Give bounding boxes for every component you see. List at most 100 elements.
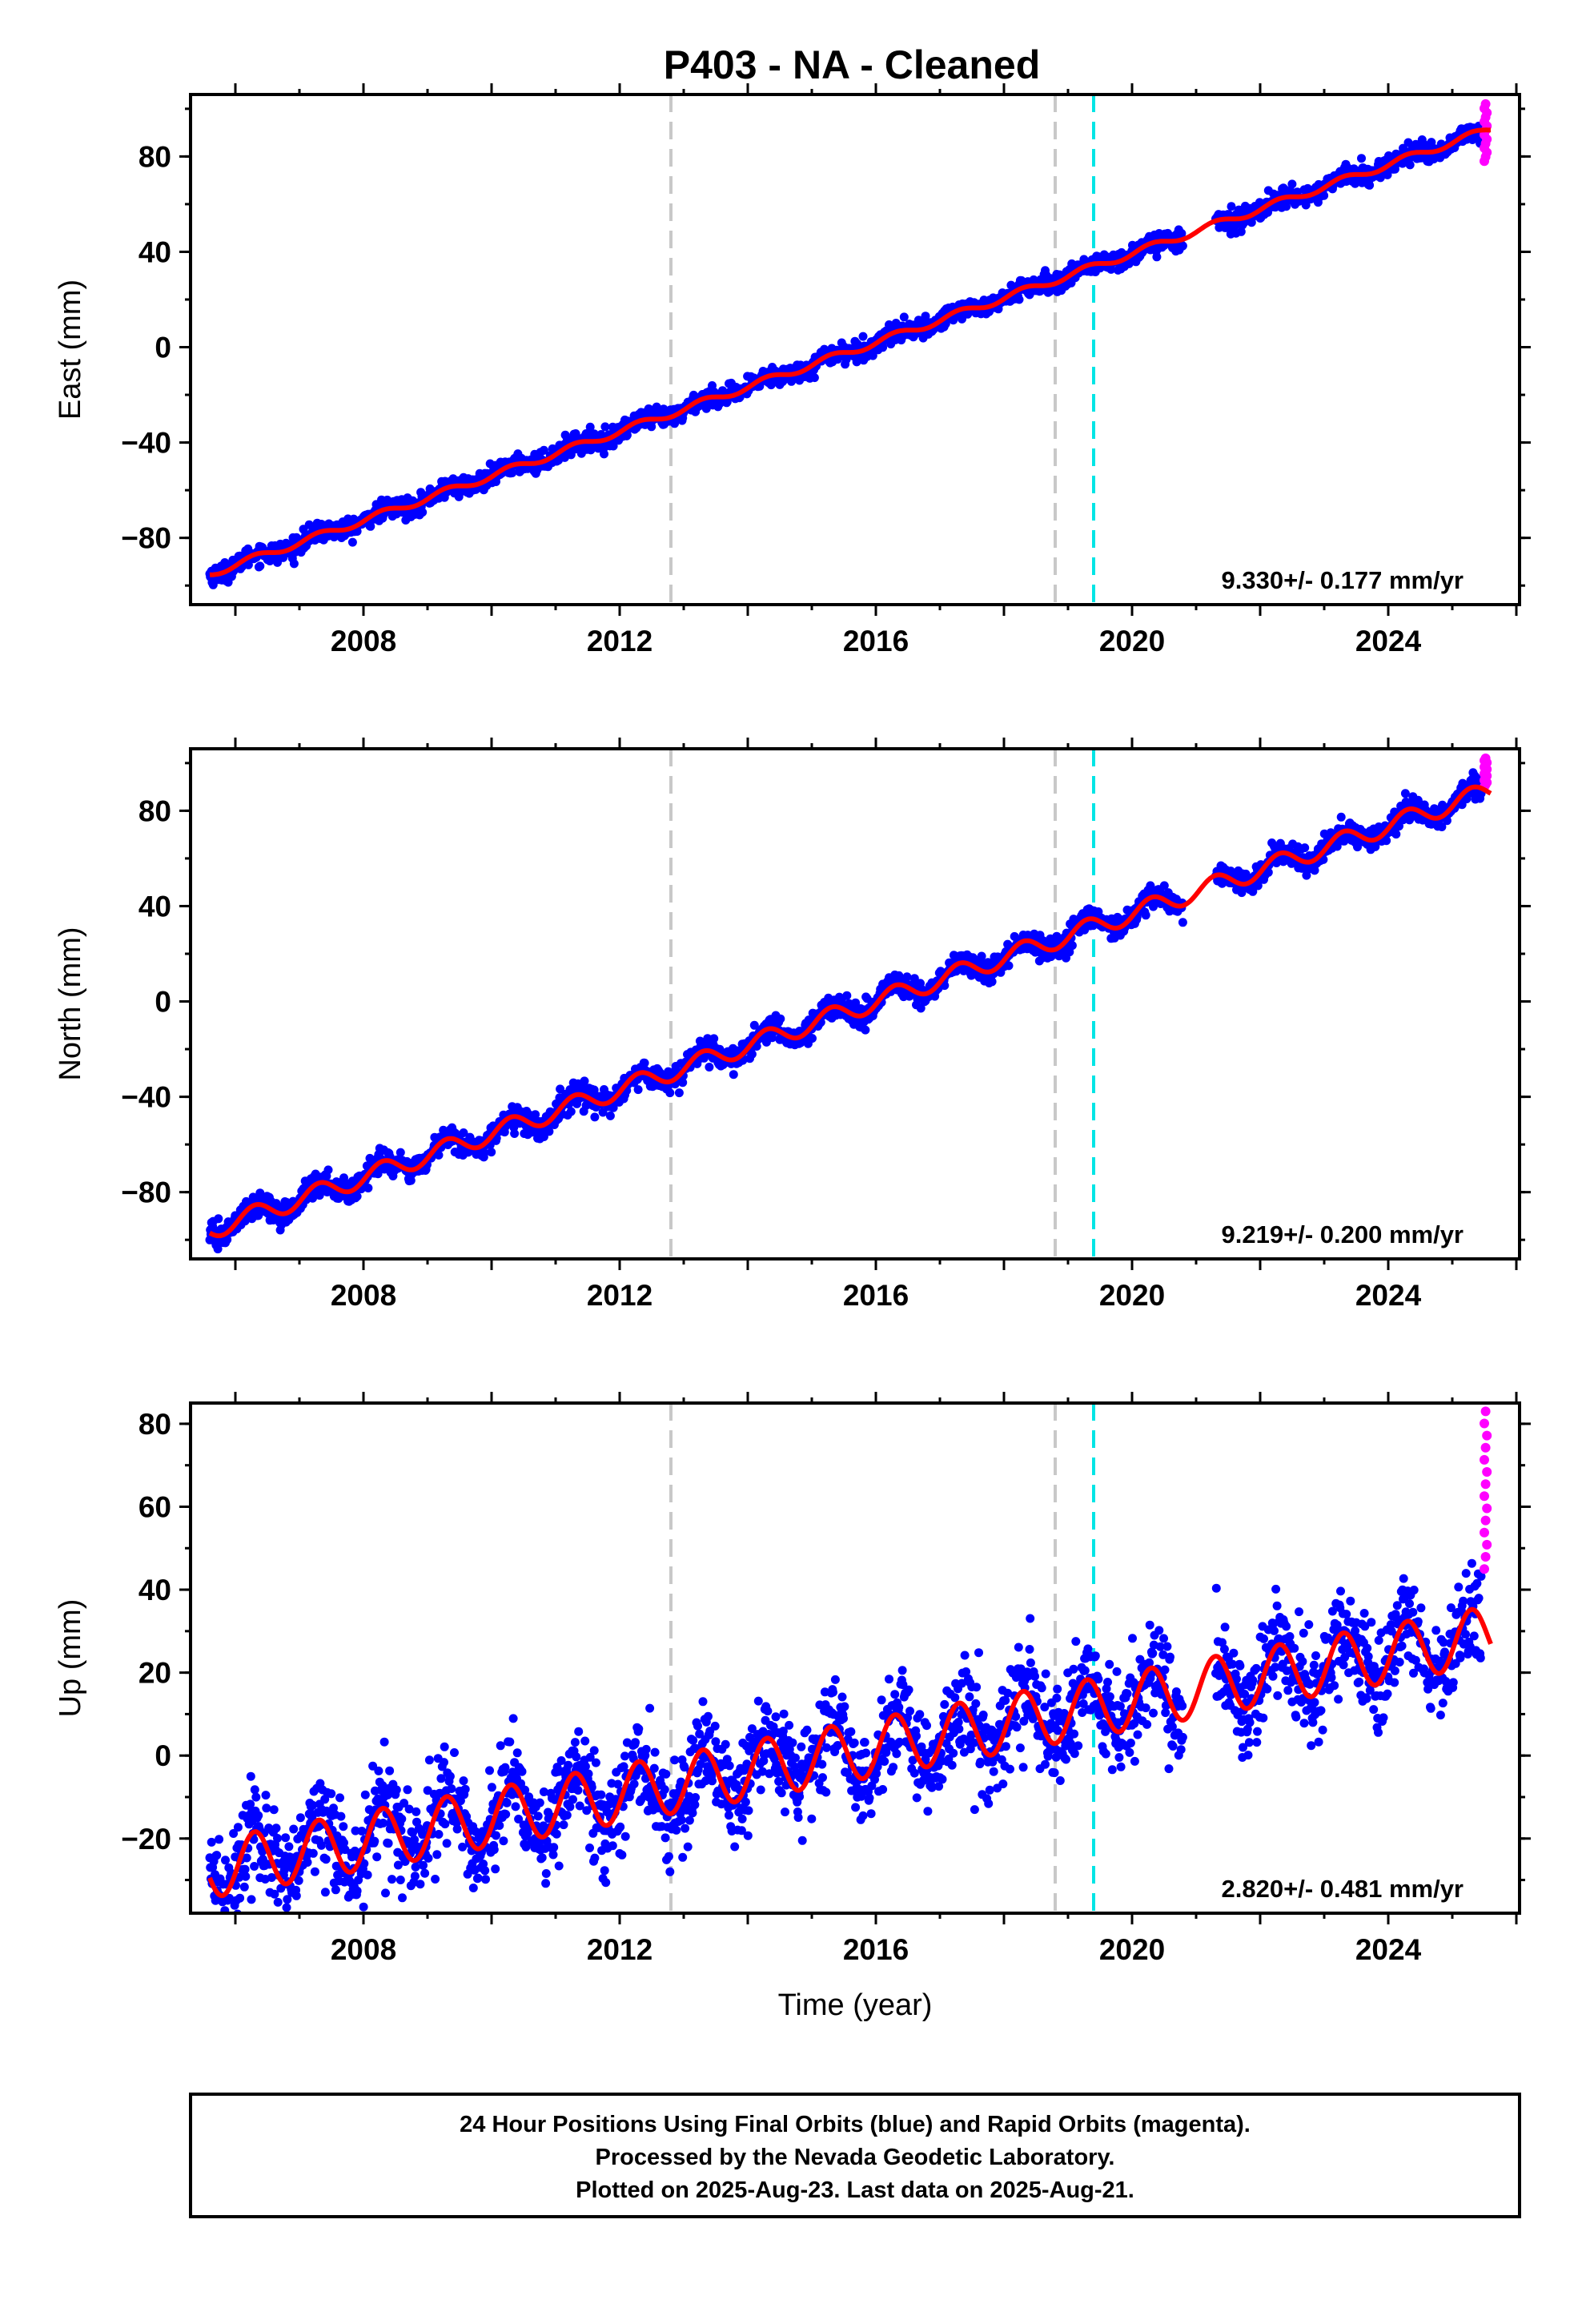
final-point [921,312,930,321]
final-point [359,1902,368,1912]
final-point [434,1830,444,1839]
final-point [1054,951,1064,961]
final-point [418,1830,428,1839]
final-point [411,1862,420,1872]
final-point [366,521,375,531]
velocity-label: 9.330+/- 0.177 mm/yr [1222,566,1464,594]
final-point [320,1888,330,1897]
model-fit-line [209,127,1492,577]
final-point [1141,911,1150,920]
final-point [508,468,517,477]
final-point [229,1829,239,1838]
final-point [459,1776,468,1786]
final-point [398,1893,407,1903]
final-point [440,1758,448,1767]
final-point [336,1811,346,1821]
final-point [320,1795,330,1804]
final-point [590,1112,600,1122]
y-tick-label: −40 [121,1081,171,1114]
final-point [747,1049,757,1059]
final-point [471,1827,480,1836]
final-point [258,1847,267,1856]
final-point [213,1244,223,1254]
final-point [1236,227,1246,236]
final-point [674,1088,684,1098]
final-point [861,1025,870,1035]
final-point [544,1127,554,1136]
final-point [379,1737,389,1747]
x-tick-label: 2020 [1099,625,1165,657]
x-tick-label: 2024 [1355,625,1422,657]
final-point [374,1766,383,1775]
final-point [370,1836,379,1846]
final-point [418,508,428,517]
final-point [1248,887,1258,896]
final-point [214,1214,223,1224]
final-point [323,1165,333,1175]
final-point [1442,816,1452,826]
final-point [410,1872,420,1881]
final-point [481,1875,490,1884]
y-tick-label: −40 [121,427,171,460]
final-point [987,977,997,987]
final-point [678,1078,688,1088]
final-point [240,1864,250,1874]
final-point [359,1859,369,1868]
final-point [278,1923,287,1932]
final-point [640,1058,649,1068]
final-point [391,1785,401,1795]
final-point [214,1916,223,1924]
final-point [223,1976,231,1984]
final-point [347,537,357,547]
y-axis-label: East (mm) [54,279,87,420]
final-point [225,1893,235,1903]
final-point [556,1084,565,1094]
final-point [327,1789,336,1799]
x-tick-label: 2020 [1099,1279,1165,1312]
final-point [1382,836,1391,846]
y-tick-label: 0 [155,332,171,364]
final-point [1365,180,1375,190]
final-point [1159,881,1169,891]
final-point [400,1799,409,1808]
final-point [239,1882,249,1892]
final-point [1319,191,1329,200]
final-point [709,1034,719,1043]
final-point [977,951,986,961]
final-point [1014,295,1024,304]
final-point [1178,918,1187,927]
final-point [585,422,595,432]
final-point [215,1835,224,1844]
final-point [1152,252,1162,262]
final-point [468,1884,478,1892]
final-point [460,1784,470,1794]
final-point [600,449,608,459]
final-point [1177,229,1186,238]
final-point [396,1148,405,1157]
final-point [436,1774,446,1783]
final-point [331,1885,340,1895]
final-point [1227,202,1236,211]
final-point [400,1857,410,1866]
final-point [212,1851,222,1860]
rapid-orbit-points [1480,753,1492,792]
final-point [363,1184,373,1192]
final-point [316,1840,326,1850]
final-point [916,1003,926,1013]
final-point [940,981,950,991]
final-point [510,1129,520,1138]
final-point [480,1148,489,1157]
final-point [352,1192,362,1201]
y-tick-label: −80 [121,1176,171,1209]
final-point [262,1803,271,1813]
y-tick-label: 80 [139,140,171,173]
final-point [267,1873,276,1882]
final-point [255,561,265,571]
final-point [589,1085,599,1095]
plot-frame [189,747,1521,1261]
final-point [539,445,548,455]
final-point [271,1823,281,1833]
figure-title: P403 - NA - Cleaned [664,42,1041,87]
